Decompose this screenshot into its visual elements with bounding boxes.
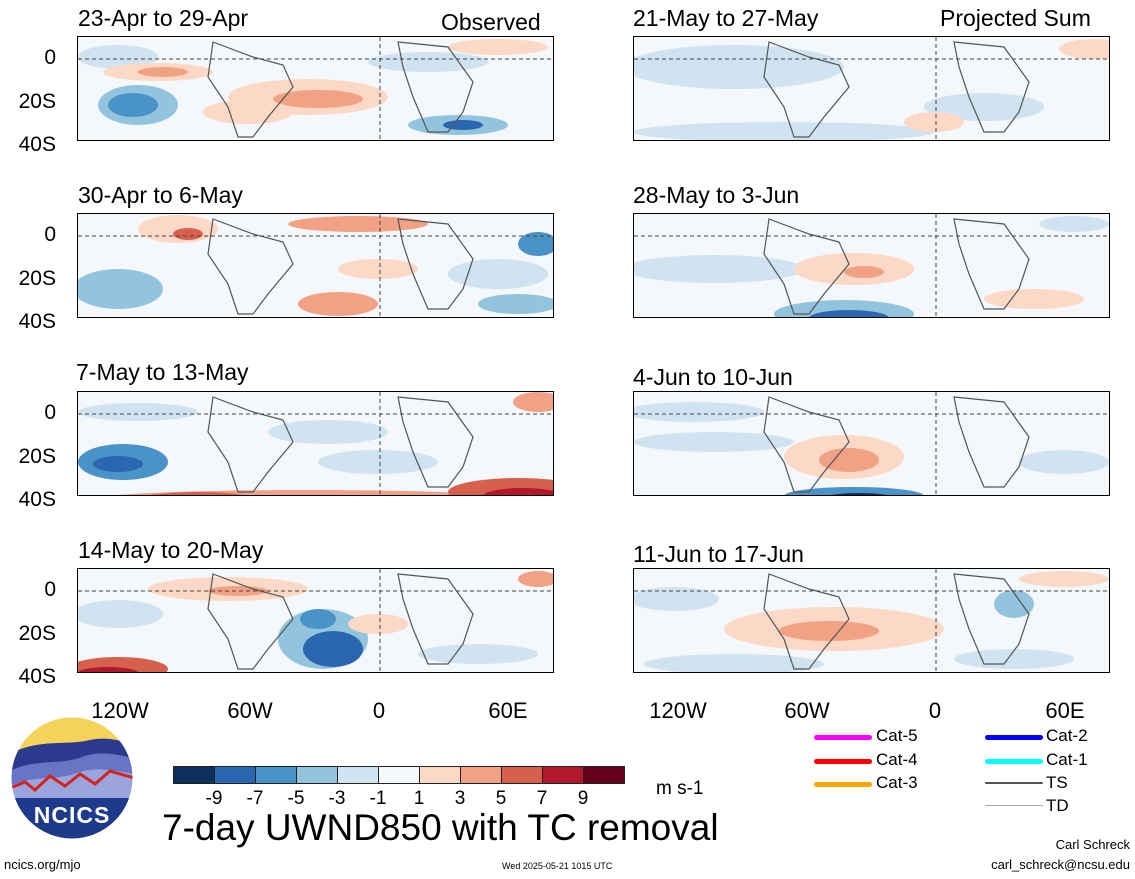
- panel-title: 23-Apr to 29-Apr: [78, 5, 249, 31]
- lat-label: 0: [44, 401, 56, 424]
- legend-label: Cat-3: [876, 773, 918, 792]
- footer-author: Carl Schreck: [1055, 837, 1130, 852]
- colorbar-tick: 3: [454, 788, 466, 809]
- panel-title: 21-May to 27-May: [633, 5, 819, 31]
- footer-url[interactable]: ncics.org/mjo: [4, 857, 81, 872]
- anomaly-map: [634, 214, 1109, 317]
- colorbar-swatch: [255, 766, 297, 784]
- legend-label: Cat-5: [876, 726, 918, 745]
- anomaly-map: [78, 392, 553, 495]
- colorbar-swatch: [337, 766, 379, 784]
- legend-label: Cat-4: [876, 750, 918, 769]
- panel-title: 30-Apr to 6-May: [78, 182, 243, 208]
- lat-label: 0: [44, 223, 56, 246]
- anomaly-map: [78, 37, 553, 140]
- lat-label: 40S: [18, 310, 56, 333]
- panel-title: 7-May to 13-May: [76, 359, 249, 385]
- legend-line-ts: [985, 782, 1043, 784]
- colorbar-swatch: [173, 766, 215, 784]
- map-panel-2: [77, 213, 554, 318]
- map-panel-1: [77, 36, 554, 141]
- map-panel-6: [633, 213, 1110, 318]
- map-panel-8: [633, 568, 1110, 673]
- colorbar-swatch: [501, 766, 543, 784]
- colorbar-tick: 9: [577, 788, 589, 809]
- footer-timestamp: Wed 2025-05-21 1015 UTC: [502, 861, 613, 871]
- panel-title: 14-May to 20-May: [78, 537, 264, 563]
- lon-label: 60W: [227, 698, 273, 723]
- footer-email[interactable]: carl_schreck@ncsu.edu: [991, 857, 1130, 872]
- legend-label: Cat-1: [1046, 750, 1088, 769]
- anomaly-map: [78, 569, 553, 672]
- panel-title: 4-Jun to 10-Jun: [633, 364, 793, 390]
- colorbar-swatch: [214, 766, 256, 784]
- colorbar-swatch: [378, 766, 420, 784]
- map-panel-3: [77, 391, 554, 496]
- colorbar-tick: -9: [205, 788, 223, 809]
- anomaly-map: [634, 392, 1109, 495]
- colorbar-tick: -7: [246, 788, 264, 809]
- colorbar-tick: -3: [328, 788, 346, 809]
- colorbar-swatch: [296, 766, 338, 784]
- anomaly-map: [634, 37, 1109, 140]
- colorbar-swatch: [583, 766, 625, 784]
- legend-line-cat3: [814, 782, 872, 787]
- main-title: 7-day UWND850 with TC removal: [162, 807, 719, 848]
- lon-label: 60E: [488, 698, 528, 723]
- logo-text: NCICS: [33, 802, 111, 828]
- legend-label: Cat-2: [1046, 726, 1088, 745]
- lat-label: 40S: [18, 488, 56, 511]
- colorbar-swatch: [419, 766, 461, 784]
- lat-label: 20S: [18, 267, 56, 290]
- lat-label: 20S: [18, 90, 56, 113]
- legend-label: TS: [1046, 773, 1068, 792]
- legend-line-cat4: [814, 759, 872, 764]
- lat-label: 0: [44, 578, 56, 601]
- legend-line-cat2: [985, 735, 1043, 740]
- legend-line-td: [985, 805, 1043, 806]
- colorbar-tick: -1: [369, 788, 387, 809]
- anomaly-map: [634, 569, 1109, 672]
- legend-line-cat1: [985, 759, 1043, 764]
- map-panel-4: [77, 568, 554, 673]
- lat-label: 0: [44, 46, 56, 69]
- lon-label: 60W: [784, 698, 830, 723]
- lat-label: 20S: [18, 622, 56, 645]
- colorbar-tick: 5: [495, 788, 507, 809]
- panel-title: 11-Jun to 17-Jun: [633, 541, 804, 567]
- lat-label: 40S: [18, 133, 56, 156]
- colorbar-units: m s-1: [656, 778, 704, 799]
- lon-label: 60E: [1045, 698, 1085, 723]
- lat-label: 20S: [18, 445, 56, 468]
- projected-label: Projected Sum: [940, 5, 1091, 31]
- observed-label: Observed: [441, 9, 541, 35]
- lon-label: 120W: [91, 698, 149, 723]
- colorbar-tick: -5: [287, 788, 305, 809]
- map-panel-5: [633, 36, 1110, 141]
- lat-label: 40S: [18, 665, 56, 688]
- ncics-logo: NCICS: [10, 716, 134, 840]
- legend-line-cat5: [814, 735, 872, 740]
- colorbar-swatch: [542, 766, 584, 784]
- lon-label: 0: [372, 698, 386, 723]
- anomaly-map: [78, 214, 553, 317]
- lon-label: 0: [928, 698, 942, 723]
- map-panel-7: [633, 391, 1110, 496]
- colorbar-tick: 7: [536, 788, 548, 809]
- legend-label: TD: [1046, 796, 1069, 815]
- panel-title: 28-May to 3-Jun: [633, 182, 800, 208]
- colorbar-swatch: [460, 766, 502, 784]
- colorbar-tick: 1: [413, 788, 425, 809]
- lon-label: 120W: [649, 698, 707, 723]
